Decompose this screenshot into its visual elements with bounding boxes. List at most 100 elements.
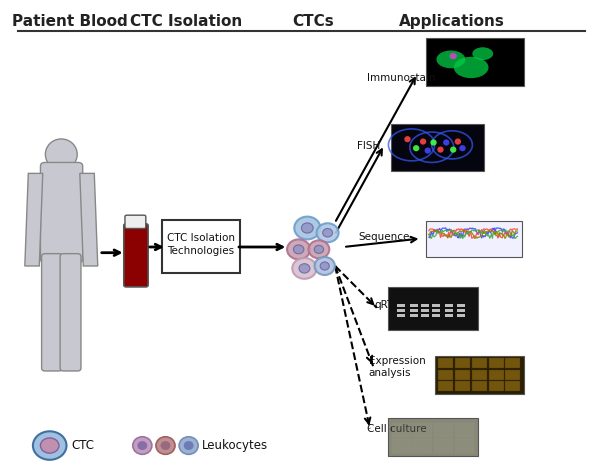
Ellipse shape <box>40 438 59 453</box>
Ellipse shape <box>301 223 313 233</box>
Ellipse shape <box>33 431 67 460</box>
Bar <box>438 370 453 380</box>
FancyBboxPatch shape <box>40 162 83 263</box>
Text: CTC Isolation: CTC Isolation <box>129 14 242 29</box>
Bar <box>397 309 405 312</box>
Bar <box>392 423 411 437</box>
Ellipse shape <box>294 217 320 239</box>
Bar <box>444 304 453 307</box>
Bar <box>489 381 504 391</box>
Bar <box>489 370 504 380</box>
Bar <box>426 38 524 86</box>
Bar <box>392 438 411 453</box>
Bar <box>410 309 418 312</box>
FancyBboxPatch shape <box>41 254 63 371</box>
Bar <box>444 314 453 317</box>
Ellipse shape <box>436 50 465 68</box>
Ellipse shape <box>472 48 493 60</box>
Bar <box>472 381 487 391</box>
Bar <box>505 358 520 368</box>
Text: FISH: FISH <box>357 141 381 151</box>
Text: Immunostain: Immunostain <box>367 73 436 84</box>
Ellipse shape <box>437 147 444 153</box>
Bar <box>489 358 504 368</box>
Ellipse shape <box>323 228 333 237</box>
Ellipse shape <box>161 441 170 450</box>
Bar <box>421 314 430 317</box>
Bar <box>433 304 440 307</box>
Ellipse shape <box>443 140 449 145</box>
Ellipse shape <box>320 262 329 270</box>
Ellipse shape <box>293 245 304 254</box>
Bar <box>457 309 465 312</box>
Bar <box>472 370 487 380</box>
Bar <box>455 423 474 437</box>
Bar <box>434 423 453 437</box>
Ellipse shape <box>46 139 77 170</box>
Ellipse shape <box>309 240 329 258</box>
Bar <box>505 370 520 380</box>
Ellipse shape <box>449 53 457 59</box>
Bar <box>397 314 405 317</box>
Ellipse shape <box>454 57 489 78</box>
Bar <box>444 309 453 312</box>
Ellipse shape <box>314 257 335 275</box>
Ellipse shape <box>459 145 466 152</box>
Ellipse shape <box>420 139 426 144</box>
Polygon shape <box>25 173 43 266</box>
Ellipse shape <box>293 258 317 279</box>
Bar <box>421 309 430 312</box>
Polygon shape <box>80 173 98 266</box>
Ellipse shape <box>179 437 198 454</box>
Text: CTCs: CTCs <box>292 14 334 29</box>
Bar <box>455 370 470 380</box>
Bar <box>426 221 521 256</box>
Ellipse shape <box>413 145 420 152</box>
Text: Expression
analysis: Expression analysis <box>369 355 426 378</box>
Bar <box>472 358 487 368</box>
Ellipse shape <box>287 239 310 259</box>
Text: CTC: CTC <box>72 439 95 452</box>
FancyBboxPatch shape <box>124 224 148 287</box>
Bar <box>434 438 453 453</box>
Ellipse shape <box>317 223 339 242</box>
Ellipse shape <box>299 264 310 273</box>
Ellipse shape <box>133 437 152 454</box>
Ellipse shape <box>404 136 411 142</box>
Bar <box>455 358 470 368</box>
Ellipse shape <box>156 437 175 454</box>
Bar <box>505 381 520 391</box>
Ellipse shape <box>184 441 194 450</box>
Ellipse shape <box>450 147 456 153</box>
Bar <box>388 287 478 330</box>
Ellipse shape <box>424 147 431 153</box>
Bar <box>455 381 470 391</box>
Bar <box>413 423 433 437</box>
Ellipse shape <box>430 140 437 145</box>
Text: Cell culture: Cell culture <box>367 424 427 434</box>
Ellipse shape <box>314 245 324 254</box>
Text: Applications: Applications <box>399 14 505 29</box>
Bar <box>433 314 440 317</box>
Text: CTC Isolation
Technologies: CTC Isolation Technologies <box>167 233 235 256</box>
Text: Patient Blood: Patient Blood <box>12 14 128 29</box>
Bar <box>455 438 474 453</box>
Ellipse shape <box>138 441 147 450</box>
Text: qRT-PCR: qRT-PCR <box>375 300 417 310</box>
Bar <box>413 438 433 453</box>
Bar <box>438 381 453 391</box>
FancyBboxPatch shape <box>125 215 146 228</box>
Bar <box>433 309 440 312</box>
Text: Leukocytes: Leukocytes <box>202 439 268 452</box>
Bar <box>410 304 418 307</box>
Bar <box>435 356 524 394</box>
Bar <box>391 124 484 171</box>
Bar <box>457 314 465 317</box>
Text: Sequence: Sequence <box>358 231 410 242</box>
Bar <box>410 314 418 317</box>
Bar <box>457 304 465 307</box>
FancyBboxPatch shape <box>60 254 81 371</box>
FancyBboxPatch shape <box>162 220 239 273</box>
Bar <box>438 358 453 368</box>
Bar <box>397 304 405 307</box>
